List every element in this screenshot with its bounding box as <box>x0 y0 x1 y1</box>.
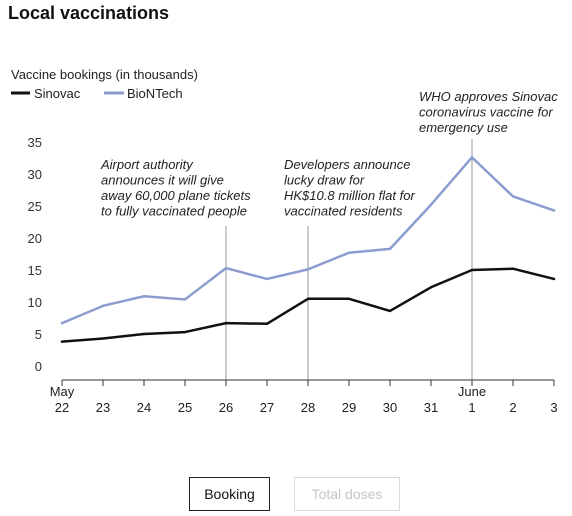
data-point-sinovac <box>101 337 105 340</box>
x-tick-label: 25 <box>178 400 192 415</box>
y-tick-label: 0 <box>35 359 42 374</box>
data-point-sinovac <box>224 321 228 325</box>
data-point-biontech <box>347 251 351 254</box>
x-tick-label: 1 <box>468 400 475 415</box>
x-month-label: June <box>458 384 486 399</box>
annotation-text: WHO approves Sinovac <box>419 89 558 104</box>
data-point-sinovac <box>60 340 64 343</box>
y-tick-label: 10 <box>28 295 42 310</box>
y-tick-label: 15 <box>28 263 42 278</box>
data-point-sinovac <box>265 322 269 325</box>
y-axis-label: Vaccine bookings (in thousands) <box>11 67 198 82</box>
data-point-biontech <box>265 277 269 281</box>
x-tick-label: 26 <box>219 400 233 415</box>
y-tick-label: 35 <box>28 135 42 150</box>
data-point-sinovac <box>388 309 392 313</box>
data-point-biontech <box>306 268 310 271</box>
data-point-biontech <box>101 304 105 308</box>
annotation-text: emergency use <box>419 120 508 135</box>
data-point-sinovac <box>347 297 351 300</box>
data-point-sinovac <box>552 277 556 281</box>
data-point-biontech <box>60 321 64 325</box>
booking-button[interactable]: Booking <box>189 477 270 511</box>
annotation-text: HK$10.8 million flat for <box>284 188 415 203</box>
x-tick-label: 31 <box>424 400 438 415</box>
data-point-biontech <box>183 298 187 301</box>
legend-label-sinovac: Sinovac <box>34 86 81 101</box>
x-tick-label: 23 <box>96 400 110 415</box>
y-tick-label: 5 <box>35 327 42 342</box>
data-point-sinovac <box>306 297 310 300</box>
annotation-text: Airport authority <box>100 157 194 172</box>
x-tick-label: 3 <box>550 400 557 415</box>
annotation-text: away 60,000 plane tickets <box>101 188 251 203</box>
x-tick-label: 27 <box>260 400 274 415</box>
data-point-biontech <box>224 266 228 270</box>
data-point-biontech <box>142 295 146 298</box>
total-doses-button[interactable]: Total doses <box>294 477 400 511</box>
data-point-sinovac <box>511 267 515 270</box>
data-point-biontech <box>552 209 556 212</box>
x-tick-label: 24 <box>137 400 151 415</box>
data-point-biontech <box>511 195 515 198</box>
data-point-biontech <box>470 156 474 159</box>
x-month-label: May <box>50 384 75 399</box>
x-tick-label: 28 <box>301 400 315 415</box>
annotation-text: to fully vaccinated people <box>101 204 247 219</box>
annotation-text: lucky draw for <box>284 173 365 188</box>
x-tick-label: 29 <box>342 400 356 415</box>
data-point-biontech <box>388 247 392 251</box>
y-tick-label: 30 <box>28 167 42 182</box>
page-title: Local vaccinations <box>8 3 170 23</box>
y-tick-label: 20 <box>28 231 42 246</box>
data-point-sinovac <box>470 268 474 272</box>
x-tick-label: 22 <box>55 400 69 415</box>
annotation-text: vaccinated residents <box>284 204 403 219</box>
annotation-text: announces it will give <box>101 173 224 188</box>
annotation-text: coronavirus vaccine for <box>419 105 553 120</box>
data-point-sinovac <box>429 286 433 289</box>
x-tick-label: 2 <box>509 400 516 415</box>
data-point-sinovac <box>183 330 187 334</box>
y-tick-label: 25 <box>28 199 42 214</box>
annotation-text: Developers announce <box>284 157 410 172</box>
legend-label-biontech: BioNTech <box>127 86 183 101</box>
x-tick-label: 30 <box>383 400 397 415</box>
data-point-sinovac <box>142 332 146 336</box>
line-chart: Vaccine bookings (in thousands) Sinovac Bi… <box>11 67 558 415</box>
data-point-biontech <box>429 203 433 206</box>
